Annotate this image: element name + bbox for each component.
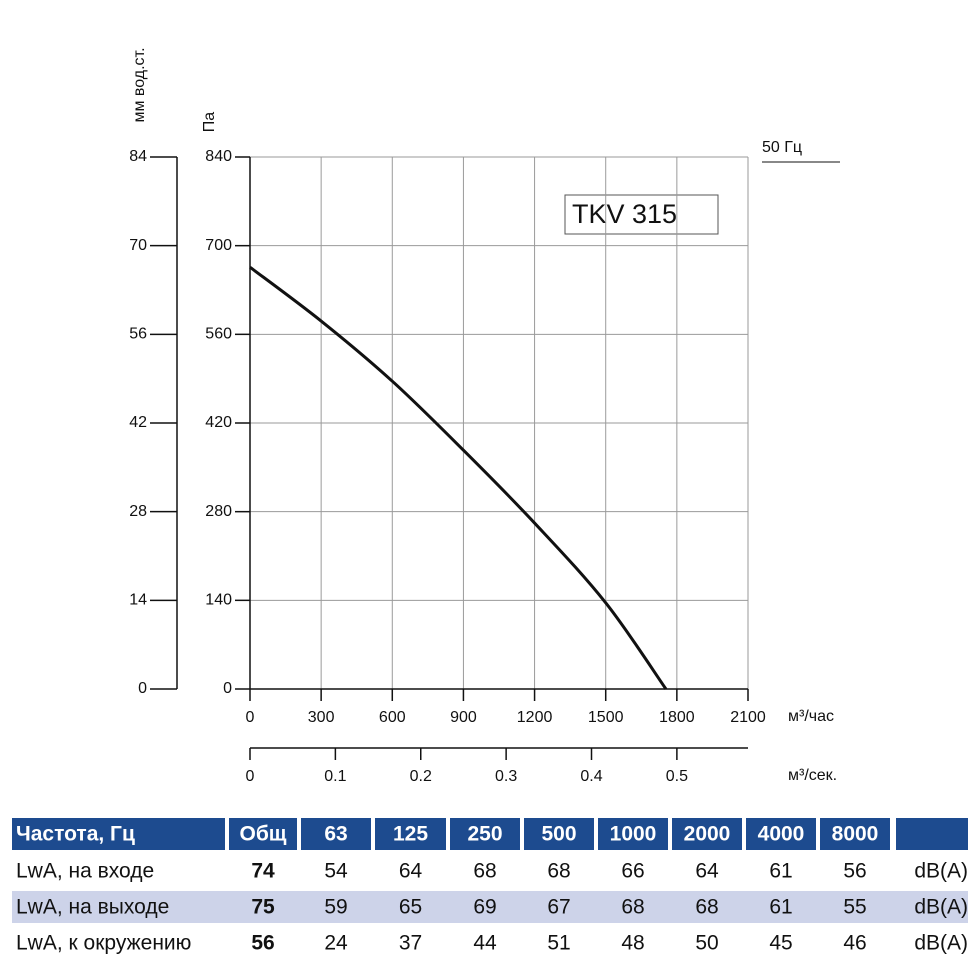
- table-cell: 64: [695, 860, 719, 883]
- header-cell: [746, 818, 816, 850]
- table-cell: 46: [843, 932, 866, 955]
- header-cell: [598, 818, 668, 850]
- y2-tick-label: 84: [129, 148, 147, 165]
- table-cell: 37: [399, 932, 422, 955]
- table-cell: 61: [769, 896, 792, 919]
- frequency-label: 50 Гц: [762, 139, 802, 156]
- x-tick-label: 900: [450, 709, 477, 726]
- x2-axis-label: м³/сек.: [788, 767, 837, 784]
- table-cell: dB(A): [914, 896, 968, 919]
- y2-tick-label: 28: [129, 503, 147, 520]
- table-cell: 68: [473, 860, 496, 883]
- header-cell: [450, 818, 520, 850]
- table-cell: dB(A): [914, 932, 968, 955]
- y-tick-label: 560: [205, 326, 232, 343]
- table-cell: 67: [547, 896, 570, 919]
- header-text: 500: [541, 823, 576, 846]
- table-cell: 65: [399, 896, 422, 919]
- table-cell: 75: [251, 896, 275, 919]
- y2-tick-label: 42: [129, 414, 147, 431]
- header-cell: [524, 818, 594, 850]
- table-cell: 66: [621, 860, 644, 883]
- table-cell: 64: [399, 860, 423, 883]
- header-text: 4000: [758, 823, 805, 846]
- x2-tick-label: 0.3: [495, 768, 517, 785]
- x-tick-label: 1800: [659, 709, 695, 726]
- header-text: 63: [324, 823, 347, 846]
- header-text: 8000: [832, 823, 879, 846]
- table-cell: 61: [769, 860, 792, 883]
- header-cell: [820, 818, 890, 850]
- header-cell: [672, 818, 742, 850]
- header-cell: [12, 818, 225, 850]
- x2-tick-label: 0: [246, 768, 255, 785]
- table-cell: 68: [695, 896, 718, 919]
- header-cell: [301, 818, 371, 850]
- table-cell: 56: [843, 860, 866, 883]
- model-box: [564, 194, 719, 235]
- header-cell: [229, 818, 297, 850]
- table-cell: 54: [324, 860, 348, 883]
- x-tick-label: 1500: [588, 709, 624, 726]
- header-text: 2000: [684, 823, 731, 846]
- table-cell: 56: [251, 932, 274, 955]
- y-tick-label: 0: [223, 680, 232, 697]
- y2-tick-label: 70: [129, 237, 147, 254]
- header-text: 125: [393, 823, 428, 846]
- table-cell: 48: [621, 932, 644, 955]
- table-cell: LwA, к окружению: [16, 932, 191, 955]
- table-cell: 24: [324, 932, 348, 955]
- row-band: [12, 891, 968, 923]
- header-text: 250: [467, 823, 502, 846]
- table-cell: 44: [473, 932, 497, 955]
- x2-tick-label: 0.1: [324, 768, 346, 785]
- table-cell: dB(A): [914, 860, 968, 883]
- header-text: 1000: [610, 823, 657, 846]
- y2-axis-label: мм вод.ст.: [131, 47, 148, 122]
- y-tick-label: 420: [205, 414, 232, 431]
- table-cell: 74: [251, 860, 275, 883]
- x2-tick-label: 0.4: [580, 768, 602, 785]
- x2-tick-label: 0.5: [666, 768, 688, 785]
- header-cell: [896, 818, 968, 850]
- y-tick-label: 700: [205, 237, 232, 254]
- table-cell: 59: [324, 896, 347, 919]
- y2-tick-label: 56: [129, 326, 147, 343]
- table-cell: 45: [769, 932, 792, 955]
- x-tick-label: 300: [308, 709, 335, 726]
- table-cell: 68: [621, 896, 644, 919]
- header-text: Частота, Гц: [16, 823, 135, 846]
- table-cell: 68: [547, 860, 570, 883]
- x-tick-label: 1200: [517, 709, 553, 726]
- fan-curve: [249, 266, 668, 690]
- table-cell: 50: [695, 932, 718, 955]
- y-axis-label: Па: [201, 112, 218, 133]
- table-cell: 69: [473, 896, 496, 919]
- x-tick-label: 0: [246, 709, 255, 726]
- y-tick-label: 840: [205, 148, 232, 165]
- x2-tick-label: 0.2: [410, 768, 432, 785]
- y-tick-label: 280: [205, 503, 232, 520]
- x-tick-label: 600: [379, 709, 406, 726]
- header-cell: [375, 818, 446, 850]
- table-cell: LwA, на выходе: [16, 896, 169, 919]
- header-text: Общ: [239, 823, 286, 846]
- model-annotation: TKV 315: [572, 199, 677, 229]
- table-cell: 51: [547, 932, 570, 955]
- y2-tick-label: 0: [138, 680, 147, 697]
- table-cell: LwA, на входе: [16, 860, 154, 883]
- y2-tick-label: 14: [129, 592, 147, 609]
- y-tick-label: 140: [205, 592, 232, 609]
- x-tick-label: 2100: [730, 709, 766, 726]
- x-axis-label: м³/час: [788, 708, 834, 725]
- table-cell: 55: [843, 896, 866, 919]
